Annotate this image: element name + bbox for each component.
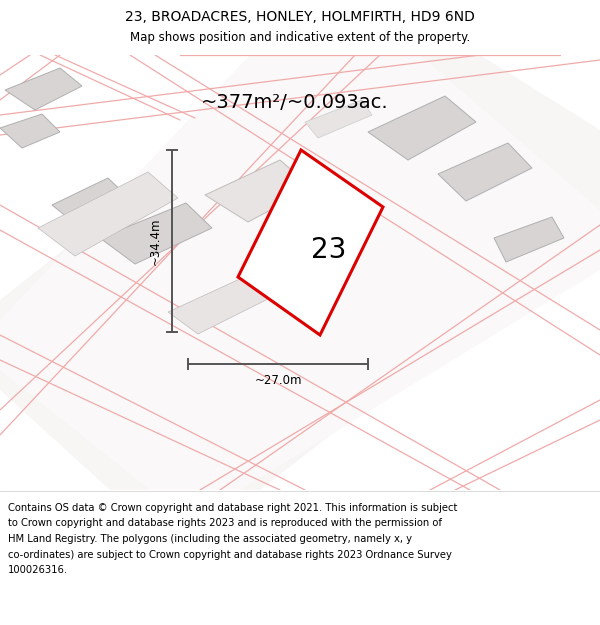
Polygon shape: [52, 178, 132, 229]
Polygon shape: [438, 143, 532, 201]
Polygon shape: [494, 217, 564, 262]
Text: HM Land Registry. The polygons (including the associated geometry, namely x, y: HM Land Registry. The polygons (includin…: [8, 534, 412, 544]
Polygon shape: [38, 172, 178, 256]
Text: to Crown copyright and database rights 2023 and is reproduced with the permissio: to Crown copyright and database rights 2…: [8, 519, 442, 529]
Polygon shape: [305, 100, 372, 138]
Polygon shape: [368, 96, 476, 160]
Text: 100026316.: 100026316.: [8, 565, 68, 575]
Polygon shape: [238, 150, 383, 335]
Polygon shape: [0, 55, 600, 490]
Polygon shape: [100, 203, 212, 264]
Text: Contains OS data © Crown copyright and database right 2021. This information is : Contains OS data © Crown copyright and d…: [8, 503, 457, 513]
Polygon shape: [0, 114, 60, 148]
Polygon shape: [205, 160, 312, 222]
Polygon shape: [168, 272, 278, 334]
Text: co-ordinates) are subject to Crown copyright and database rights 2023 Ordnance S: co-ordinates) are subject to Crown copyr…: [8, 549, 452, 559]
Polygon shape: [5, 68, 82, 110]
Text: 23: 23: [311, 236, 346, 264]
Text: Map shows position and indicative extent of the property.: Map shows position and indicative extent…: [130, 31, 470, 44]
Text: ~34.4m: ~34.4m: [149, 217, 161, 265]
Polygon shape: [0, 55, 600, 490]
Text: ~377m²/~0.093ac.: ~377m²/~0.093ac.: [201, 92, 389, 111]
Text: ~27.0m: ~27.0m: [254, 374, 302, 386]
Text: 23, BROADACRES, HONLEY, HOLMFIRTH, HD9 6ND: 23, BROADACRES, HONLEY, HOLMFIRTH, HD9 6…: [125, 10, 475, 24]
